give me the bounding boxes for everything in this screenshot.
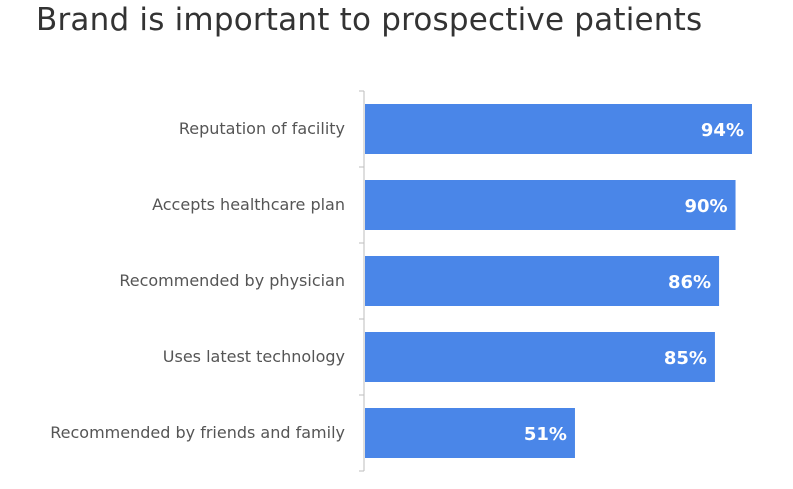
bar xyxy=(365,408,575,458)
category-axis: Reputation of facility Accepts healthcare… xyxy=(50,90,365,472)
bar-value-label: 90% xyxy=(684,196,727,217)
category-label: Uses latest technology xyxy=(163,347,345,366)
bar xyxy=(365,104,752,154)
bar xyxy=(365,256,720,306)
category-label: Reputation of facility xyxy=(179,119,345,138)
category-label: Recommended by physician xyxy=(119,271,345,290)
chart-title: Brand is important to prospective patien… xyxy=(36,2,703,38)
bar xyxy=(365,180,736,230)
bar-value-label: 94% xyxy=(701,120,744,141)
category-label: Accepts healthcare plan xyxy=(152,195,345,214)
bar xyxy=(365,332,715,382)
bar-value-label: 51% xyxy=(524,424,567,445)
bar-value-label: 85% xyxy=(664,348,707,369)
bars-layer: 94% 90% 86% 85% 51% xyxy=(365,104,752,458)
bar-value-label: 86% xyxy=(668,272,711,293)
category-label: Recommended by friends and family xyxy=(50,423,345,442)
